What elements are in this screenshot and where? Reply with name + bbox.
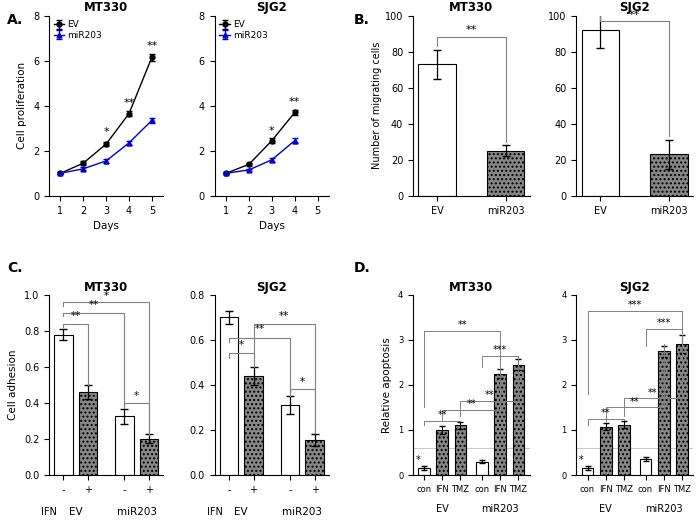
Text: **: ** (71, 311, 80, 321)
Text: **: ** (255, 324, 265, 334)
Bar (454, 425, 466, 475)
Text: miR203: miR203 (117, 507, 157, 517)
Text: ***: *** (657, 318, 671, 328)
Y-axis label: Cell proliferation: Cell proliferation (18, 62, 27, 149)
Bar (618, 424, 630, 475)
Text: *: * (104, 291, 108, 301)
Bar (600, 427, 612, 475)
Bar (436, 430, 448, 475)
Text: EV: EV (599, 504, 612, 514)
Y-axis label: Number of migrating cells: Number of migrating cells (372, 42, 382, 170)
Legend: EV, miR203: EV, miR203 (53, 20, 102, 40)
Bar (419, 468, 430, 475)
Text: B.: B. (354, 13, 370, 27)
Text: **: ** (466, 26, 477, 35)
Text: miR203: miR203 (282, 507, 323, 517)
Legend: EV, miR203: EV, miR203 (219, 20, 267, 40)
Bar (305, 440, 324, 475)
Text: **: ** (601, 408, 610, 418)
Text: EV: EV (69, 507, 83, 517)
Text: **: ** (458, 320, 467, 330)
X-axis label: Days: Days (259, 221, 285, 231)
Bar (220, 317, 238, 475)
Text: C.: C. (7, 261, 22, 275)
Title: SJG2: SJG2 (256, 281, 287, 294)
Bar (494, 374, 506, 475)
Text: IFN: IFN (41, 507, 57, 517)
X-axis label: Days: Days (93, 221, 119, 231)
Text: **: ** (279, 311, 289, 321)
Text: *: * (579, 455, 584, 465)
Bar (486, 151, 524, 196)
Y-axis label: Relative apoptosis: Relative apoptosis (382, 337, 392, 433)
Text: *: * (416, 455, 420, 465)
Bar (140, 439, 158, 475)
Text: EV: EV (436, 504, 449, 514)
Text: **: ** (467, 399, 476, 409)
Text: EV: EV (234, 507, 248, 517)
Text: A.: A. (7, 13, 23, 27)
Title: MT330: MT330 (84, 2, 128, 15)
Text: *: * (239, 340, 244, 350)
Text: **: ** (89, 300, 99, 310)
Bar (658, 351, 670, 475)
Bar (512, 365, 524, 475)
Text: ***: *** (494, 345, 508, 355)
Text: **: ** (630, 397, 639, 407)
Bar (676, 343, 687, 475)
Title: MT330: MT330 (449, 2, 494, 15)
Bar (640, 459, 652, 475)
Y-axis label: Cell adhesion: Cell adhesion (8, 350, 18, 420)
Text: **: ** (484, 390, 494, 400)
Bar (54, 335, 73, 475)
Bar (281, 405, 300, 475)
Bar (476, 461, 488, 475)
Text: **: ** (123, 98, 134, 108)
Bar (116, 417, 134, 475)
Text: **: ** (289, 97, 300, 107)
Text: IFN: IFN (207, 507, 223, 517)
Title: MT330: MT330 (84, 281, 128, 294)
Title: SJG2: SJG2 (620, 281, 650, 294)
Text: **: ** (146, 41, 158, 51)
Text: **: ** (648, 387, 657, 398)
Text: D.: D. (354, 261, 370, 275)
Title: SJG2: SJG2 (620, 2, 650, 15)
Bar (582, 30, 620, 196)
Text: miR203: miR203 (482, 504, 519, 514)
Text: *: * (104, 127, 109, 137)
Bar (244, 376, 262, 475)
Text: miR203: miR203 (645, 504, 682, 514)
Text: *: * (300, 377, 305, 387)
Text: *: * (269, 126, 274, 136)
Bar (582, 468, 594, 475)
Title: MT330: MT330 (449, 281, 494, 294)
Title: SJG2: SJG2 (256, 2, 287, 15)
Text: *: * (134, 391, 139, 401)
Bar (78, 392, 97, 475)
Bar (650, 155, 687, 196)
Text: **: ** (629, 10, 641, 20)
Bar (419, 64, 456, 196)
Text: **: ** (438, 410, 447, 420)
Text: ***: *** (627, 300, 642, 310)
